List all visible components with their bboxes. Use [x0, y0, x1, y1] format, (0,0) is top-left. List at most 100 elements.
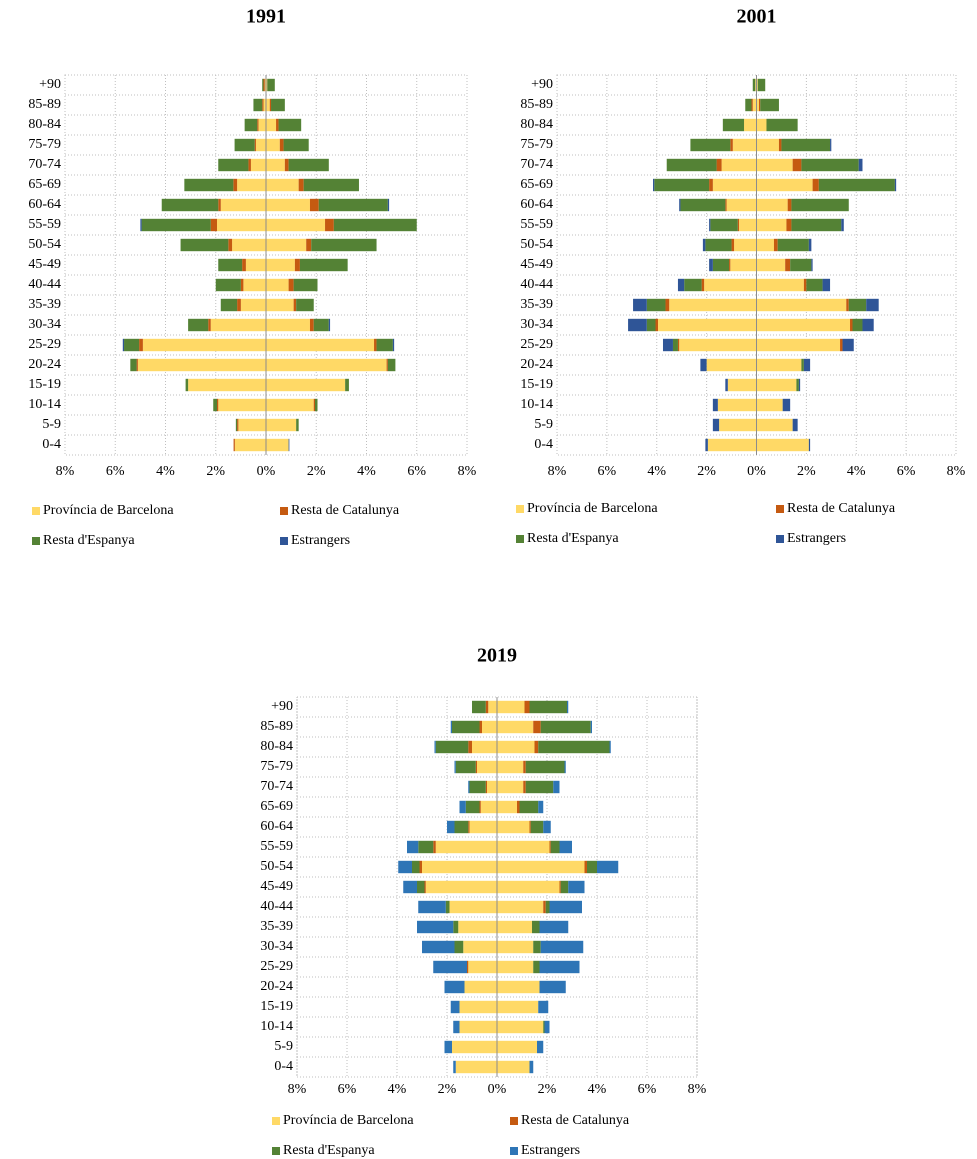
- bar-segment: [488, 700, 497, 714]
- legend-label: Província de Barcelona: [43, 503, 174, 518]
- bar-segment: [684, 278, 702, 292]
- x-tick-label: 2%: [307, 464, 326, 479]
- bar-segment: [262, 98, 264, 112]
- bar-segment: [266, 98, 270, 112]
- bar-segment: [434, 740, 436, 754]
- x-tick-label: 6%: [338, 1082, 357, 1097]
- bar-segment: [497, 860, 585, 874]
- bar-segment: [706, 358, 757, 372]
- bar-segment: [459, 1020, 497, 1034]
- bar-segment: [726, 198, 757, 212]
- bar-segment: [766, 118, 798, 132]
- bar-segment: [374, 338, 377, 352]
- bar-segment: [808, 438, 811, 452]
- x-tick-label: 6%: [897, 464, 916, 479]
- bar-segment: [386, 358, 388, 372]
- bar-segment: [818, 178, 895, 192]
- legend-label: Resta de Catalunya: [787, 501, 896, 516]
- bar-segment: [433, 840, 436, 854]
- bar-segment: [808, 238, 812, 252]
- bar-segment: [705, 438, 708, 452]
- bar-segment: [303, 178, 359, 192]
- bar-segment: [417, 880, 425, 894]
- bar-segment: [729, 258, 731, 272]
- bar-segment: [533, 960, 540, 974]
- bar-segment: [234, 138, 255, 152]
- bar-segment: [721, 158, 757, 172]
- legend-swatch: [32, 507, 40, 515]
- bar-segment: [782, 398, 791, 412]
- bar-segment: [479, 720, 482, 734]
- bar-segment: [679, 198, 681, 212]
- bar-segment: [422, 940, 455, 954]
- bar-segment: [469, 780, 486, 794]
- bar-segment: [811, 258, 813, 272]
- y-tick-label: 55-59: [520, 217, 553, 232]
- bar-segment: [188, 318, 209, 332]
- bar-segment: [218, 158, 249, 172]
- bar-segment: [318, 198, 388, 212]
- y-tick-label: 0-4: [274, 1059, 293, 1074]
- bar-segment: [454, 940, 464, 954]
- y-tick-label: 0-4: [42, 437, 61, 452]
- bar-segment: [266, 218, 326, 232]
- bar-segment: [161, 198, 219, 212]
- bar-segment: [463, 940, 497, 954]
- bar-segment: [255, 138, 266, 152]
- bar-segment: [756, 278, 804, 292]
- bar-segment: [680, 198, 726, 212]
- bar-segment: [266, 318, 310, 332]
- bar-segment: [848, 298, 867, 312]
- bar-segment: [435, 840, 497, 854]
- bar-segment: [497, 700, 525, 714]
- bar-segment: [213, 398, 218, 412]
- bar-segment: [449, 900, 497, 914]
- y-tick-label: 65-69: [520, 177, 553, 192]
- bar-segment: [467, 960, 469, 974]
- bar-segment: [482, 720, 497, 734]
- bar-segment: [564, 760, 566, 774]
- bar-segment: [523, 760, 526, 774]
- chart-title: 2001: [737, 6, 777, 28]
- bar-segment: [584, 860, 587, 874]
- bar-segment: [756, 338, 841, 352]
- bar-segment: [739, 218, 757, 232]
- legend-label: Estrangers: [787, 531, 846, 546]
- bar-segment: [266, 78, 268, 92]
- bar-segment: [266, 298, 294, 312]
- bar-segment: [646, 318, 656, 332]
- bar-segment: [846, 298, 849, 312]
- x-tick-label: 2%: [438, 1082, 457, 1097]
- bar-segment: [497, 920, 532, 934]
- bar-segment: [387, 358, 396, 372]
- bar-segment: [387, 198, 390, 212]
- legend-label: Resta de Catalunya: [521, 1113, 630, 1128]
- bar-segment: [433, 960, 467, 974]
- bar-segment: [210, 218, 218, 232]
- y-tick-label: 20-24: [260, 979, 293, 994]
- bar-segment: [801, 158, 859, 172]
- bar-segment: [455, 1060, 497, 1074]
- y-tick-label: 60-64: [260, 819, 293, 834]
- x-tick-label: 8%: [56, 464, 75, 479]
- bar-segment: [778, 138, 782, 152]
- bar-segment: [296, 298, 314, 312]
- bar-segment: [422, 860, 497, 874]
- bar-segment: [263, 98, 266, 112]
- bar-segment: [752, 98, 757, 112]
- bar-segment: [894, 178, 897, 192]
- bar-segment: [756, 298, 847, 312]
- bar-segment: [543, 1020, 545, 1034]
- legend-swatch: [516, 535, 524, 543]
- bar-segment: [267, 78, 275, 92]
- bar-segment: [734, 238, 757, 252]
- y-tick-label: 5-9: [274, 1039, 293, 1054]
- bar-segment: [472, 740, 497, 754]
- bar-segment: [523, 780, 526, 794]
- y-tick-label: 75-79: [520, 137, 553, 152]
- legend-label: Província de Barcelona: [527, 501, 658, 516]
- bar-segment: [519, 800, 539, 814]
- bar-segment: [756, 118, 767, 132]
- bar-segment: [122, 338, 125, 352]
- y-tick-label: 35-39: [520, 297, 553, 312]
